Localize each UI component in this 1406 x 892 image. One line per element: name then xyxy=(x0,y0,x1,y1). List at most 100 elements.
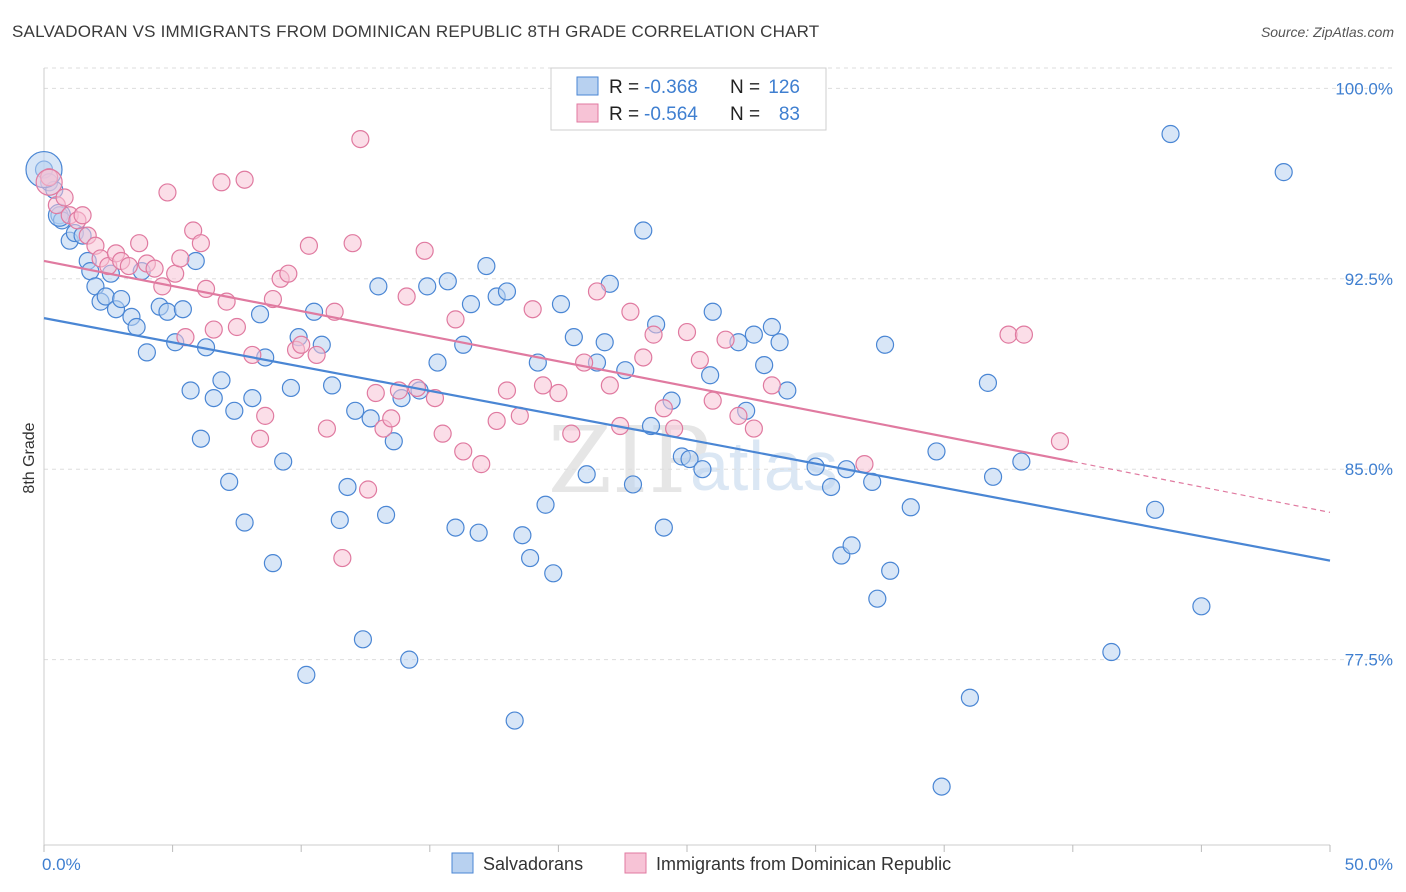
bottom-legend: Salvadorans Immigrants from Dominican Re… xyxy=(451,852,951,874)
y-axis-label: 8th Grade xyxy=(21,422,38,493)
data-point-dominican xyxy=(317,419,337,438)
legend-n-value-blue: 126 xyxy=(768,77,800,98)
data-point-dominican xyxy=(366,383,385,403)
data-point-salvadoran xyxy=(438,272,457,291)
data-point-salvadoran xyxy=(806,457,825,476)
data-point-salvadoran xyxy=(274,452,293,471)
data-point-dominican xyxy=(119,256,138,276)
data-point-salvadoran xyxy=(536,495,555,514)
data-point-dominican xyxy=(654,399,673,418)
data-point-salvadoran xyxy=(400,650,419,669)
data-point-salvadoran xyxy=(693,460,712,479)
data-point-dominican xyxy=(729,406,748,425)
data-point-dominican xyxy=(243,345,262,365)
data-point-dominican xyxy=(204,320,223,339)
data-point-salvadoran xyxy=(297,665,316,684)
data-point-salvadoran xyxy=(1161,124,1180,144)
bottom-legend-label-pink: Immigrants from Dominican Republic xyxy=(656,854,951,874)
data-point-salvadoran xyxy=(369,277,388,296)
data-point-dominican xyxy=(343,234,362,253)
data-point-dominican xyxy=(744,419,763,438)
data-point-salvadoran xyxy=(428,353,447,372)
data-point-salvadoran xyxy=(186,251,205,271)
legend-n-label-pink: N = xyxy=(730,104,760,125)
data-point-salvadoran xyxy=(978,373,998,392)
legend-swatch-blue xyxy=(576,76,599,96)
data-point-salvadoran xyxy=(901,498,920,517)
y-tick-label: 92.5% xyxy=(1345,270,1393,289)
data-point-salvadoran xyxy=(680,449,699,469)
data-point-salvadoran xyxy=(158,302,177,321)
data-point-salvadoran xyxy=(346,401,365,420)
data-point-salvadoran xyxy=(220,472,239,491)
legend-r-value-pink: -0.564 xyxy=(644,104,698,125)
data-point-salvadoran xyxy=(376,505,396,525)
legend-n-value-pink: 83 xyxy=(779,104,800,125)
data-point-dominican xyxy=(153,277,172,296)
legend-r-label-blue: R = xyxy=(609,77,639,98)
trend-line-dominican xyxy=(43,259,1074,463)
data-point-salvadoran xyxy=(384,432,403,451)
data-point-salvadoran xyxy=(927,442,946,461)
data-point-salvadoran xyxy=(755,355,774,375)
data-point-dominican xyxy=(487,411,506,431)
data-point-dominican xyxy=(292,335,311,354)
data-point-salvadoran xyxy=(868,589,887,608)
data-point-salvadoran xyxy=(983,467,1003,486)
data-point-salvadoran xyxy=(634,221,653,240)
data-point-dominican xyxy=(425,388,445,408)
data-point-salvadoran xyxy=(641,416,661,436)
data-point-dominican xyxy=(73,206,92,225)
data-point-dominican xyxy=(158,183,177,202)
data-point-dominican xyxy=(130,234,149,253)
data-point-salvadoran xyxy=(477,256,496,276)
data-point-dominican xyxy=(212,173,231,192)
legend-r-value-blue: -0.368 xyxy=(644,77,698,98)
legend-r-label-pink: R = xyxy=(609,104,639,125)
data-point-dominican xyxy=(621,302,640,321)
legend-swatch-pink xyxy=(576,103,599,123)
data-point-salvadoran xyxy=(181,381,200,400)
data-point-salvadoran xyxy=(821,477,841,497)
data-point-salvadoran xyxy=(446,518,465,537)
data-point-salvadoran xyxy=(250,305,270,324)
data-point-dominican xyxy=(677,322,697,342)
x-tick-label-max: 50.0% xyxy=(1345,855,1393,874)
data-point-dominican xyxy=(999,325,1018,344)
data-point-salvadoran xyxy=(263,554,283,573)
legend-n-label-blue: N = xyxy=(730,77,760,98)
data-point-dominican xyxy=(523,300,542,319)
data-point-salvadoran xyxy=(137,343,156,362)
data-point-dominican xyxy=(196,279,216,299)
data-point-salvadoran xyxy=(960,688,980,707)
data-point-salvadoran xyxy=(418,277,437,296)
y-tick-label: 77.5% xyxy=(1345,651,1393,670)
data-point-dominican xyxy=(256,406,275,425)
data-point-salvadoran xyxy=(204,388,223,408)
trend-lines xyxy=(43,259,1331,562)
data-point-salvadoran xyxy=(330,510,349,530)
y-tick-label: 100.0% xyxy=(1335,79,1393,98)
data-point-salvadoran xyxy=(281,378,301,398)
data-point-salvadoran xyxy=(212,371,231,390)
data-point-salvadoran xyxy=(564,328,583,347)
data-point-salvadoran xyxy=(505,711,524,730)
data-point-salvadoran xyxy=(623,475,643,494)
data-point-dominican xyxy=(55,188,74,207)
data-point-dominican xyxy=(634,348,653,367)
data-point-dominican xyxy=(415,241,434,260)
data-point-dominican xyxy=(855,455,874,474)
data-point-dominican xyxy=(446,310,465,329)
data-point-dominican xyxy=(665,419,684,438)
data-point-salvadoran xyxy=(521,548,540,568)
data-point-salvadoran xyxy=(513,526,532,545)
data-point-salvadoran xyxy=(875,335,895,354)
data-point-salvadoran xyxy=(243,388,262,408)
chart-title: SALVADORAN VS IMMIGRANTS FROM DOMINICAN … xyxy=(12,22,820,41)
data-point-dominican xyxy=(263,289,283,309)
data-point-dominican xyxy=(644,325,663,344)
legend: R = -0.368 N = 126 R = -0.564 N = 83 xyxy=(550,67,827,131)
data-point-dominican xyxy=(587,282,607,301)
data-point-salvadoran xyxy=(353,630,373,649)
data-point-salvadoran xyxy=(1012,452,1031,471)
